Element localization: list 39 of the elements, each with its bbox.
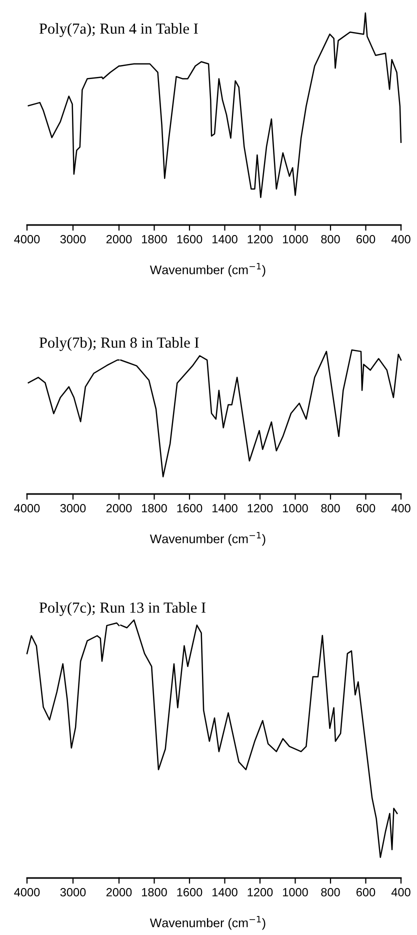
x-tick-label: 2000 <box>106 235 132 244</box>
x-tick-label: 400 <box>391 504 410 512</box>
x-tick-label: 600 <box>356 235 376 244</box>
x-tick-label: 1600 <box>177 235 202 244</box>
x-tick-label: 3000 <box>60 888 86 896</box>
x-tick-label: 3000 <box>60 235 86 244</box>
x-tick-label: 1200 <box>248 888 273 896</box>
x-tick-label: 1400 <box>212 888 238 896</box>
chart-title: Poly(7c); Run 13 in Table I <box>39 602 206 616</box>
x-axis-title: Wavenumber (cm$^{−1}$) <box>150 263 266 277</box>
x-tick-label: 4000 <box>14 235 40 244</box>
x-tick-label: 600 <box>356 504 376 512</box>
x-tick-label: 3000 <box>60 504 86 512</box>
chart-title: Poly(7b); Run 8 in Table I <box>39 337 199 351</box>
x-tick-label: 1800 <box>142 504 167 512</box>
x-tick-label: 1000 <box>283 235 308 244</box>
x-tick-label: 4000 <box>14 504 40 512</box>
x-tick-label: 1000 <box>283 504 308 512</box>
x-tick-label: 2000 <box>106 504 132 512</box>
x-tick-label: 400 <box>391 888 410 896</box>
x-tick-label: 1800 <box>142 888 167 896</box>
x-tick-label: 4000 <box>14 888 40 896</box>
x-tick-label: 600 <box>356 888 376 896</box>
x-tick-label: 400 <box>391 235 410 244</box>
x-tick-label: 800 <box>321 504 340 512</box>
x-tick-label: 1000 <box>283 888 308 896</box>
x-tick-label: 1400 <box>212 504 238 512</box>
x-tick-label: 1600 <box>177 888 202 896</box>
x-axis-title: Wavenumber (cm$^{−1}$) <box>150 532 266 546</box>
x-tick-label: 1200 <box>248 504 273 512</box>
x-tick-label: 1200 <box>248 235 273 244</box>
x-tick-label: 800 <box>321 235 340 244</box>
x-tick-label: 800 <box>321 888 340 896</box>
x-tick-label: 1400 <box>212 235 238 244</box>
x-axis-title: Wavenumber (cm$^{−1}$) <box>150 916 266 930</box>
x-tick-label: 2000 <box>106 888 132 896</box>
chart-title: Poly(7a); Run 4 in Table I <box>39 23 198 37</box>
x-tick-label: 1600 <box>177 504 202 512</box>
x-tick-label: 1800 <box>142 235 167 244</box>
